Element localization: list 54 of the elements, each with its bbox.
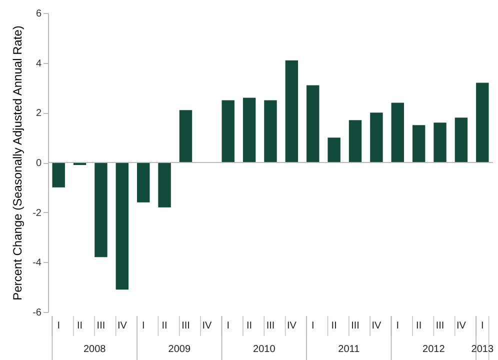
bar [116, 162, 129, 290]
bar [137, 162, 150, 202]
x-tick-label: II [246, 320, 252, 332]
bar [242, 98, 256, 162]
x-tick-label: IV [202, 320, 212, 332]
y-tick-label: -4 [32, 258, 42, 269]
x-tick-label: I [396, 320, 400, 332]
bar [94, 162, 108, 258]
bar [264, 100, 277, 162]
bar [412, 125, 426, 162]
y-tick-label: 4 [36, 58, 42, 70]
bar [328, 138, 340, 162]
x-tick-label: I [57, 320, 60, 332]
y-tick-label: 0 [36, 158, 42, 169]
x-tick-label: III [351, 320, 360, 332]
y-tick-label: -2 [32, 208, 42, 219]
x-tick-label: IV [286, 320, 297, 332]
bar [52, 162, 65, 188]
text: 2011 [338, 344, 360, 355]
x-tick-label: III [182, 320, 190, 332]
bar [391, 102, 404, 162]
x-tick-label: II [416, 320, 422, 332]
bar [222, 100, 234, 162]
text: 2008 [83, 344, 106, 355]
text: 2010 [253, 344, 276, 355]
text: 2009 [168, 344, 191, 355]
bar [348, 120, 362, 162]
bar [476, 82, 489, 162]
x-tick-label: I [481, 320, 484, 332]
y-tick-label: 2 [36, 108, 42, 120]
bar [454, 118, 468, 162]
x-tick-label: I [226, 320, 230, 332]
bar [158, 162, 171, 208]
bar [306, 85, 320, 162]
x-tick-label: II [331, 320, 337, 332]
x-tick-label: I [311, 320, 314, 332]
y-tick-label: 6 [36, 8, 42, 20]
x-tick-label: I [142, 320, 145, 332]
y-axis-title: Percent Change (Seasonally Adjusted Annual Rate) [10, 26, 25, 300]
x-tick-label: III [96, 320, 106, 332]
bar [285, 60, 298, 162]
x-tick-label: IV [372, 320, 382, 332]
text: 2012 [422, 344, 446, 355]
text: 2013 [471, 344, 494, 355]
bar [179, 110, 192, 162]
x-tick-label: II [77, 320, 83, 332]
x-tick-label: IV [456, 320, 466, 332]
x-tick-label: III [436, 320, 444, 332]
bar [434, 122, 446, 162]
x-tick-label: II [162, 320, 168, 332]
x-tick-label: III [266, 320, 275, 332]
x-tick-label: IV [117, 320, 128, 332]
bar [370, 112, 383, 162]
y-tick-label: -6 [32, 308, 42, 318]
